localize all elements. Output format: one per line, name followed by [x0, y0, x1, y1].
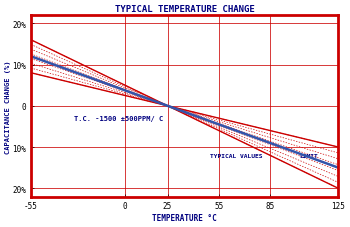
X-axis label: TEMPERATURE °C: TEMPERATURE °C	[152, 213, 217, 222]
Y-axis label: CAPACITANCE CHANGE (%): CAPACITANCE CHANGE (%)	[5, 60, 11, 153]
Text: T.C. -1500 ±500PPM/ C: T.C. -1500 ±500PPM/ C	[74, 116, 163, 122]
Text: LIMIT: LIMIT	[299, 154, 318, 159]
Title: TYPICAL TEMPERATURE CHANGE: TYPICAL TEMPERATURE CHANGE	[115, 5, 254, 14]
Text: TYPICAL VALUES: TYPICAL VALUES	[210, 154, 263, 159]
